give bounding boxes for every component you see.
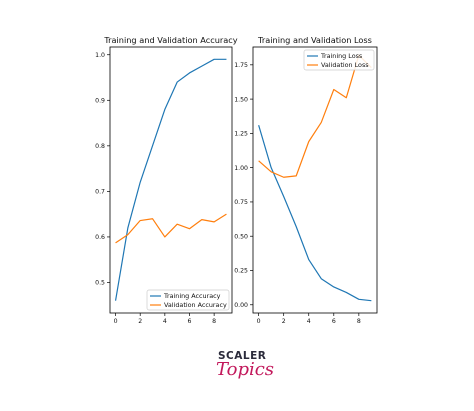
y-tick-label: 0.00	[234, 302, 248, 309]
x-tick-label: 2	[282, 318, 286, 325]
x-tick-label: 6	[188, 318, 192, 325]
legend-box	[146, 289, 230, 311]
y-tick-label: 0.5	[95, 280, 105, 287]
chart-title: Training and Validation Accuracy	[103, 35, 237, 45]
x-tick-label: 0	[114, 318, 118, 325]
training-accuracy-line	[114, 58, 227, 301]
chart-title: Training and Validation Loss	[257, 35, 372, 45]
logo-scaler-text: SCALER	[218, 350, 267, 362]
y-tick-label: 1.25	[234, 131, 248, 138]
legend-box	[303, 49, 375, 71]
y-tick-label: 0.25	[234, 268, 248, 275]
y-tick-label: 1.00	[234, 165, 248, 172]
legend-label: Training Loss	[320, 52, 363, 60]
y-tick-label: 0.6	[95, 234, 105, 241]
y-tick-label: 1.0	[95, 52, 105, 59]
plot-frame	[109, 46, 233, 314]
accuracy-chart: Training and Validation Accuracy 0 2 4 6 8 0.5…	[95, 35, 238, 325]
y-tick-label: 0.8	[95, 143, 105, 150]
x-tick-label: 8	[357, 318, 361, 325]
y-tick-label: 0.9	[95, 97, 105, 104]
validation-loss-line	[258, 54, 372, 178]
y-tick-label: 0.75	[234, 199, 248, 206]
legend-label: Validation Loss	[321, 61, 369, 69]
y-tick-label: 0.50	[234, 233, 248, 240]
x-tick-label: 6	[332, 318, 336, 325]
y-tick-label: 1.50	[234, 96, 248, 103]
scaler-topics-logo: SCALER Topics	[200, 348, 280, 388]
y-tick-label: 0.7	[95, 189, 105, 196]
validation-accuracy-line	[115, 213, 227, 244]
loss-chart: Training and Validation Loss 0 2 4 6 8 0.00 0.2…	[234, 35, 378, 325]
plot-frame	[252, 46, 378, 314]
x-tick-label: 8	[212, 318, 216, 325]
x-tick-label: 0	[257, 318, 261, 325]
x-tick-label: 2	[138, 318, 142, 325]
training-loss-line	[258, 124, 372, 302]
y-tick-label: 1.75	[234, 62, 248, 69]
logo-topics-text: Topics	[216, 359, 275, 380]
x-tick-label: 4	[307, 318, 311, 325]
x-tick-label: 4	[163, 318, 167, 325]
legend-label: Training Accuracy	[163, 292, 221, 300]
legend-label: Validation Accuracy	[164, 301, 227, 309]
